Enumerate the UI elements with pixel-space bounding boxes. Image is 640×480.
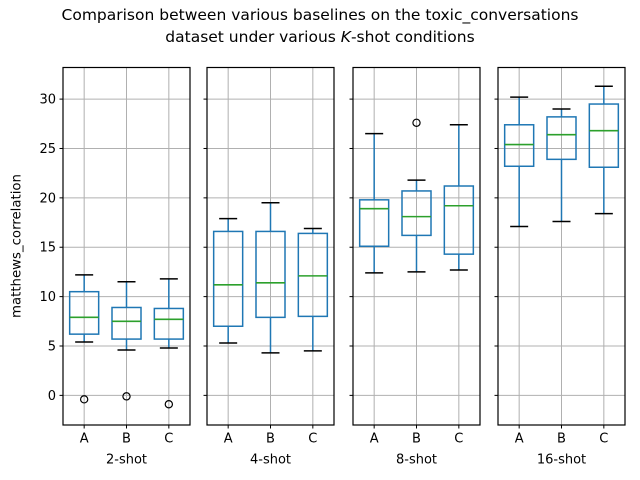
subplot-2-shot: A B C 2-shot	[59, 66, 191, 468]
group-label: 16-shot	[537, 453, 586, 468]
x-tick-label: B	[122, 432, 131, 447]
iqr-box	[358, 199, 390, 248]
y-tick-label: 10	[39, 290, 56, 305]
outlier-point	[164, 400, 174, 409]
y-tick-label: 0	[48, 389, 56, 404]
box-16-shot-B	[546, 108, 577, 223]
iqr-box	[588, 103, 620, 168]
x-tick-label: C	[164, 432, 173, 447]
box-2-shot-A	[68, 274, 100, 404]
x-tick-label: B	[557, 432, 566, 447]
subplot-16-shot: A B C 16-shot	[494, 66, 626, 468]
box-4-shot-B	[255, 202, 286, 354]
x-tick-label: C	[454, 432, 463, 447]
box-4-shot-A	[212, 217, 244, 344]
x-tick-label: C	[599, 432, 608, 447]
box-2-shot-C	[153, 278, 185, 409]
x-tick-label: C	[308, 432, 317, 447]
x-tick-label: A	[370, 432, 379, 447]
box-16-shot-C	[588, 85, 620, 215]
chart-title-line2-post: -shot conditions	[350, 27, 475, 46]
box-8-shot-C	[443, 124, 475, 271]
iqr-box	[68, 290, 100, 335]
outlier-point	[79, 395, 89, 404]
iqr-box	[546, 116, 577, 161]
x-tick-label: B	[266, 432, 275, 447]
x-tick-label: A	[515, 432, 524, 447]
y-axis-label: matthews_correlation	[9, 174, 25, 318]
iqr-box	[401, 190, 432, 237]
chart-title-k-variable: K	[340, 27, 351, 46]
outlier-point	[122, 392, 131, 401]
box-2-shot-B	[111, 281, 142, 401]
y-tick-label: 5	[48, 339, 56, 354]
box-16-shot-A	[503, 96, 535, 228]
subplot-4-shot: A B C 4-shot	[203, 66, 335, 468]
box-8-shot-B	[401, 118, 432, 273]
group-label: 8-shot	[396, 453, 437, 468]
iqr-box	[297, 232, 329, 318]
iqr-box	[111, 306, 142, 340]
outlier-point	[412, 118, 421, 128]
chart-title-line2: dataset under various K-shot conditions	[0, 27, 640, 49]
x-tick-label: B	[412, 432, 421, 447]
y-tick-label: 25	[39, 142, 56, 157]
chart-title: Comparison between various baselines on …	[0, 5, 640, 48]
chart-title-line1: Comparison between various baselines on …	[61, 6, 579, 24]
subplot-8-shot: A B C 8-shot	[349, 66, 481, 468]
chart-title-line2-pre: dataset under various	[165, 27, 341, 46]
iqr-box	[255, 230, 286, 319]
y-tick-label: 30	[39, 93, 56, 108]
y-tick-label: 15	[39, 241, 56, 256]
iqr-box	[153, 307, 185, 340]
box-4-shot-C	[297, 227, 329, 352]
x-tick-label: A	[224, 432, 233, 447]
y-tick-label: 20	[39, 191, 56, 206]
box-8-shot-A	[358, 132, 390, 274]
iqr-box	[503, 124, 535, 168]
x-tick-label: A	[80, 432, 89, 447]
iqr-box	[443, 185, 475, 255]
group-label: 4-shot	[250, 453, 291, 468]
iqr-box	[212, 230, 244, 327]
group-label: 2-shot	[106, 453, 147, 468]
